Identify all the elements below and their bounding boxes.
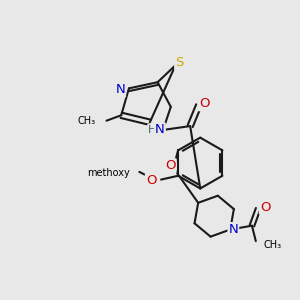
Text: O: O <box>146 174 156 187</box>
Text: CH₃: CH₃ <box>264 240 282 250</box>
Text: N: N <box>155 123 165 136</box>
Text: N: N <box>115 83 125 96</box>
Text: H: H <box>148 125 156 135</box>
Text: CH₃: CH₃ <box>77 116 96 127</box>
Text: O: O <box>199 97 209 110</box>
Text: S: S <box>175 56 184 69</box>
Text: O: O <box>165 159 175 172</box>
Text: methoxy: methoxy <box>87 168 130 178</box>
Text: N: N <box>229 223 238 236</box>
Text: O: O <box>260 201 270 214</box>
